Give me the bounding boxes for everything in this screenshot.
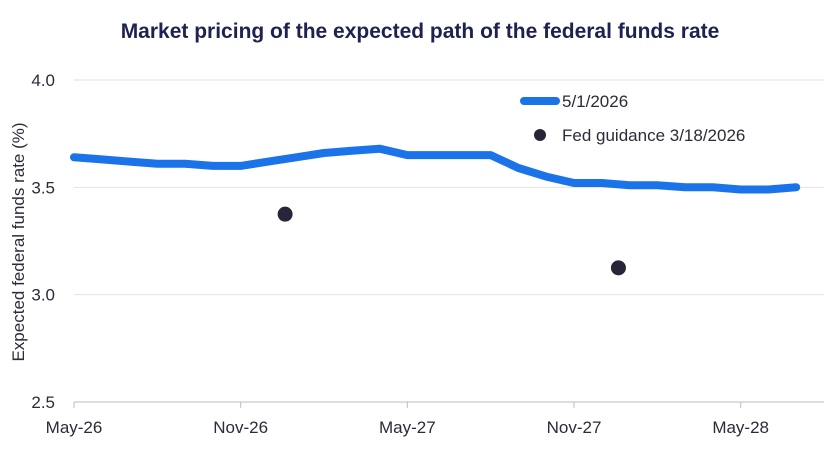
x-tick-label: May-28 [712,418,769,437]
legend-label-0: 5/1/2026 [562,92,628,111]
legend-dot-swatch [534,129,546,141]
y-axis-label: Expected federal funds rate (%) [9,122,28,361]
x-tick-label: Nov-27 [547,418,602,437]
y-tick-label: 2.5 [31,393,55,412]
y-tick-label: 3.5 [31,178,55,197]
legend-label-1: Fed guidance 3/18/2026 [562,126,745,145]
x-tick-label: May-27 [379,418,436,437]
series-line-0 [70,144,801,194]
y-tick-label: 4.0 [31,71,55,90]
x-tick-label: Nov-26 [213,418,268,437]
guidance-point-1 [610,260,626,276]
guidance-point-0 [277,206,293,222]
x-tick-label: May-26 [46,418,103,437]
y-tick-label: 3.0 [31,286,55,305]
chart-title: Market pricing of the expected path of t… [120,20,720,43]
